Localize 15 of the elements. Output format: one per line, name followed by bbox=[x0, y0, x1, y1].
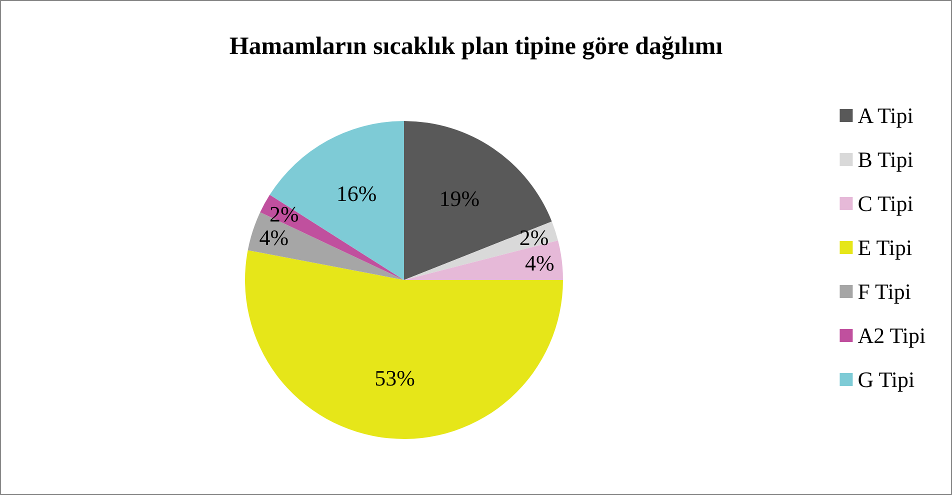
data-label: 19% bbox=[439, 186, 480, 211]
chart-title: Hamamların sıcaklık plan tipine göre dağılımı bbox=[229, 33, 723, 60]
legend-label: A2 Tipi bbox=[858, 323, 926, 348]
legend-label: E Tipi bbox=[858, 235, 912, 260]
legend-label: F Tipi bbox=[858, 279, 911, 304]
data-label: 4% bbox=[259, 225, 289, 250]
legend-label: B Tipi bbox=[858, 147, 914, 172]
data-label: 53% bbox=[374, 366, 415, 391]
data-label: 4% bbox=[525, 250, 554, 276]
legend-label: C Tipi bbox=[858, 191, 914, 216]
data-label: 2% bbox=[519, 225, 549, 250]
data-label: 2% bbox=[270, 202, 299, 227]
legend-label: A Tipi bbox=[858, 103, 914, 128]
legend-label: G Tipi bbox=[858, 367, 915, 392]
data-label: 16% bbox=[336, 181, 377, 206]
